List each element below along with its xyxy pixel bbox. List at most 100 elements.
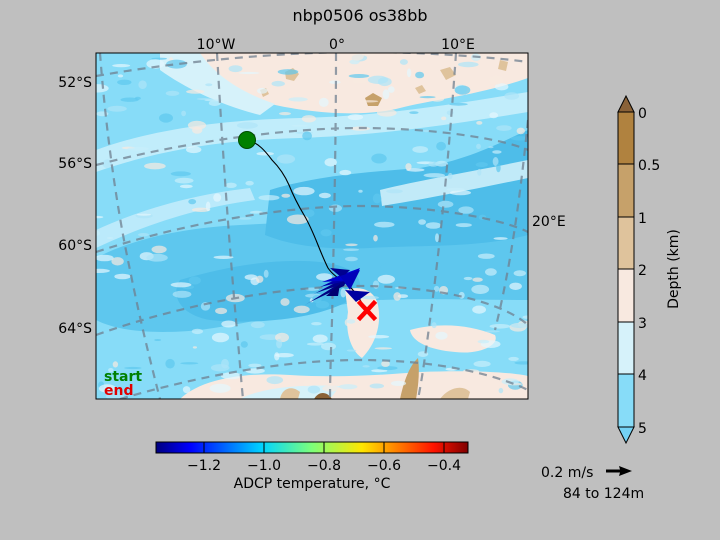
seamount-2 <box>365 93 382 106</box>
bathymetry-speckle <box>514 361 528 365</box>
bathymetry-speckle <box>463 276 473 281</box>
parallel-56s <box>96 126 528 167</box>
scale-arrow-label: 0.2 m/s <box>541 465 593 481</box>
bathymetry-speckle <box>372 193 382 204</box>
bathymetry-speckle <box>492 157 499 166</box>
depth-colorbar-extend-bottom <box>617 426 635 445</box>
bathymetry-speckle <box>454 85 471 95</box>
bathymetry-speckle <box>361 295 379 300</box>
bathymetry-speckle <box>96 215 104 219</box>
bathymetry-speckle <box>166 59 187 69</box>
scale-arrow-key: 0.2 m/s 84 to 124m <box>541 465 644 502</box>
bathymetry-speckle <box>315 300 330 309</box>
bathymetry-speckle <box>225 182 237 188</box>
bathymetry-speckle <box>352 79 367 84</box>
bathymetry-speckle <box>509 282 522 290</box>
bathymetry-speckle <box>98 384 116 393</box>
bathymetry-speckle <box>377 366 398 371</box>
bathymetry-speckle <box>369 383 384 389</box>
meridian-0 <box>328 53 338 399</box>
bathymetry-speckle <box>492 150 502 154</box>
seamount-4 <box>498 60 508 71</box>
bathymetry-speckle <box>437 200 454 208</box>
bathymetry-speckle <box>236 122 258 129</box>
bathymetry-speckle <box>488 75 504 85</box>
bathymetry-speckle <box>136 213 152 216</box>
bathymetry-speckle <box>291 124 309 127</box>
bathymetry-speckle <box>172 290 192 298</box>
bathymetry-speckle <box>110 377 117 380</box>
bathymetry-speckle <box>208 100 221 106</box>
depth-band <box>618 322 634 374</box>
ridge-band-mid <box>96 188 255 248</box>
bathymetry-speckle <box>263 269 269 278</box>
bathymetry-speckle <box>280 298 290 306</box>
bathymetry-speckle <box>144 162 166 170</box>
bathymetry-speckle <box>418 219 426 225</box>
bathymetry-speckle <box>493 237 508 240</box>
bathymetry-speckle <box>345 243 358 247</box>
bathymetry-speckle <box>111 257 124 266</box>
bathymetry-speckle <box>256 151 274 156</box>
temperature-tick: −1.0 <box>247 458 281 474</box>
bathymetry-speckle <box>435 233 439 243</box>
bathymetry-speckle <box>343 248 359 251</box>
bathymetry-speckle <box>373 234 378 242</box>
bathymetry-speckle <box>186 146 202 154</box>
bathymetry-speckle <box>345 256 358 262</box>
bathymetry-speckle <box>324 158 337 167</box>
depth-band <box>618 217 634 269</box>
lon-tick: 0° <box>329 37 345 53</box>
bathymetry-speckle <box>179 184 193 189</box>
bathymetry-speckle <box>108 368 114 373</box>
bathymetry-speckle <box>318 192 331 199</box>
current-vector <box>330 268 350 278</box>
bathymetry-speckle <box>307 385 321 394</box>
bathymetry-speckle <box>435 160 448 167</box>
bathymetry-speckle <box>419 96 436 99</box>
bathymetry-speckle <box>240 341 248 348</box>
bathymetry-speckle <box>138 80 147 89</box>
bathymetry-speckle <box>149 316 171 325</box>
current-vector <box>340 270 360 290</box>
bathymetry-speckle <box>371 153 387 164</box>
graticule <box>96 53 528 399</box>
bathymetry-speckle <box>458 206 474 214</box>
bathymetry-speckle <box>106 236 114 240</box>
meridian-20e <box>493 119 528 331</box>
bathymetry-speckle <box>376 109 397 117</box>
bathymetry-speckle <box>388 86 395 93</box>
bathymetry-speckle <box>496 163 501 173</box>
temperature-colorbar-gradient <box>155 441 469 454</box>
bathymetry-speckle <box>449 190 471 196</box>
bathymetry-speckle <box>347 114 364 121</box>
bathymetry-speckle <box>96 230 100 236</box>
bathymetry-speckle <box>213 193 222 202</box>
bathymetry-speckle <box>170 171 191 177</box>
bathymetry-speckle <box>302 131 312 141</box>
depth-colorbar-label: Depth (km) <box>666 229 682 309</box>
shallow-north-edge <box>160 53 275 115</box>
map-frame <box>95 52 529 400</box>
bathymetry-speckle <box>399 59 408 65</box>
bathymetry-speckle <box>266 376 284 385</box>
bathymetry-speckle <box>359 100 379 103</box>
bathymetry-speckle <box>306 342 324 346</box>
bathymetry-speckle <box>112 361 119 368</box>
bathymetry-speckle <box>276 154 296 164</box>
bathymetry-speckle <box>425 222 442 229</box>
depth-colorbar-extend-top <box>617 94 635 113</box>
bathymetry-speckle <box>348 74 370 78</box>
seamount-3 <box>440 67 456 80</box>
bathymetry-speckle <box>374 221 395 228</box>
depth-colorbar: 0 0.5 1 2 3 4 5 Depth (km) <box>617 94 682 445</box>
bathymetry-speckle <box>146 253 168 262</box>
bathymetry-speckle <box>277 69 299 75</box>
lon-tick: 10°W <box>197 37 236 53</box>
bathymetry-speckle <box>228 65 243 73</box>
bathymetry-speckle <box>256 275 264 283</box>
bathymetry-speckle <box>96 254 114 262</box>
bathymetry-speckle <box>516 127 525 135</box>
bathymetry-speckle <box>238 71 260 75</box>
depth-band <box>618 374 634 427</box>
